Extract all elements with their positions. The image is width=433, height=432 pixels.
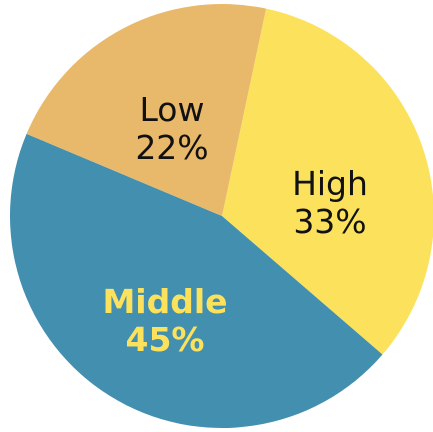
slice-percent-label: 45%: [126, 320, 205, 359]
pie-slice-high: [222, 8, 433, 355]
pie-slices: [9, 4, 433, 429]
slice-label-middle: Middle 45%: [102, 282, 227, 359]
pie-slice-middle: [9, 133, 383, 429]
slice-category-label: Low: [140, 90, 205, 129]
pie-labels: High 33% Middle 45% Low 22%: [102, 90, 367, 359]
slice-percent-label: 22%: [135, 128, 208, 167]
pie-slice-low: [26, 4, 267, 216]
slice-label-high: High 33%: [292, 164, 368, 241]
slice-category-label: High: [292, 164, 368, 203]
slice-label-low: Low 22%: [135, 90, 208, 167]
slice-percent-label: 33%: [293, 202, 366, 241]
slice-category-label: Middle: [102, 282, 227, 321]
